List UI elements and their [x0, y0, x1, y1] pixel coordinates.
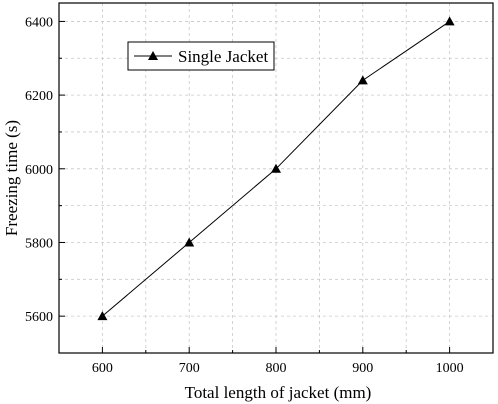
x-tick-label: 800 — [266, 361, 287, 376]
series-layer — [97, 16, 455, 321]
legend: Single Jacket — [127, 41, 275, 71]
x-tick-label: 1000 — [436, 361, 464, 376]
x-tick-label: 900 — [352, 361, 373, 376]
y-tick-label: 6200 — [25, 89, 53, 104]
legend-label: Single Jacket — [178, 47, 268, 66]
data-point-marker — [357, 75, 368, 85]
tick-labels: 600 700 800 900 1000 5600 5800 6000 6200 6400 — [25, 15, 464, 376]
legend-marker — [148, 51, 158, 60]
x-tick-label: 700 — [179, 361, 200, 376]
data-point-marker — [97, 311, 108, 321]
y-tick-label: 6400 — [25, 15, 53, 30]
grid — [59, 3, 493, 353]
y-axis-label: Freezing time (s) — [2, 120, 21, 236]
x-axis-label: Total length of jacket (mm) — [185, 383, 372, 402]
data-point-marker — [271, 163, 281, 173]
y-tick-label: 5600 — [25, 310, 53, 325]
plot-area — [58, 2, 494, 354]
data-point-marker — [444, 16, 455, 26]
data-point-marker — [184, 237, 195, 247]
y-tick-label: 6000 — [25, 163, 53, 178]
x-tick-label: 600 — [92, 361, 113, 376]
y-tick-label: 5800 — [25, 236, 53, 251]
